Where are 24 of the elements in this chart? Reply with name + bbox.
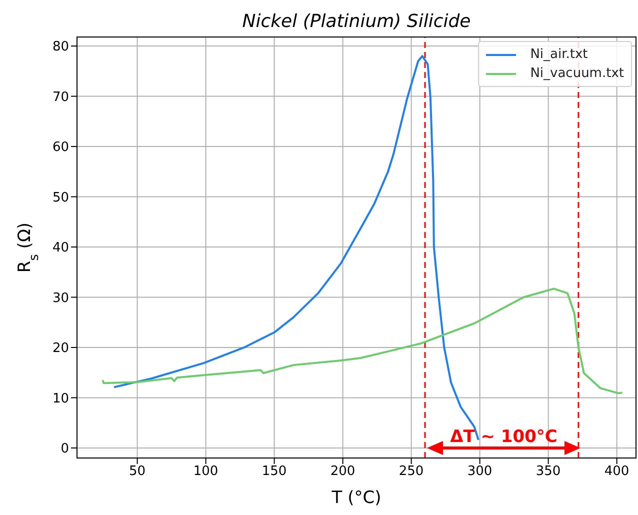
x-axis-title: T (°C) [330,488,382,508]
line-series [102,288,624,394]
legend-label: Ni_vacuum.txt [530,65,624,83]
x-tick-label: 100 [193,464,218,480]
annotation: ΔT ~ 100°C [450,427,558,447]
y-tick-label: 50 [52,190,69,206]
x-tick-label: 150 [262,464,287,480]
y-tick-label: 10 [52,391,69,406]
y-tick-label: 70 [52,90,69,105]
x-tick-label: 200 [330,464,356,480]
line-series [112,55,480,441]
legend-label: Ni_air.txt [530,46,588,64]
y-tick-label: 40 [52,240,69,256]
x-tick-label: 50 [129,464,146,480]
x-tick-label: 350 [536,464,561,480]
y-tick-label: 60 [52,140,69,156]
x-tick-label: 300 [467,464,492,480]
y-tick-label: 20 [52,341,69,356]
y-tick-label: 0 [60,442,69,457]
x-tick-label: 250 [398,464,424,480]
y-tick-label: 80 [52,40,69,55]
x-tick-label: 400 [604,464,630,480]
y-tick-label: 30 [52,290,69,306]
chart-title: Nickel (Platinium) Silicide [242,11,471,32]
